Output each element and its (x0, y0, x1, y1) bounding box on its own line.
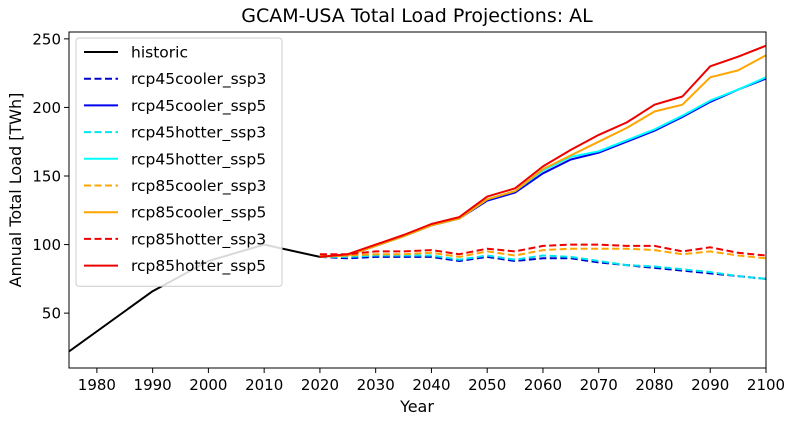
series-line-rcp85hotter_ssp5 (319, 44, 766, 258)
legend-label-rcp45hotter_ssp3: rcp45hotter_ssp3 (131, 124, 266, 143)
y-tick-label: 50 (42, 305, 61, 323)
legend-label-rcp45cooler_ssp5: rcp45cooler_ssp5 (131, 97, 266, 116)
y-axis-title: Annual Total Load [TWh] (6, 93, 25, 288)
x-tick-label: 2070 (580, 376, 618, 394)
legend-label-rcp85cooler_ssp3: rcp85cooler_ssp3 (131, 177, 266, 196)
series-line-rcp85cooler_ssp5 (319, 54, 766, 258)
chart-title: GCAM-USA Total Load Projections: AL (241, 5, 593, 27)
plot-lines (69, 44, 766, 353)
x-tick-label: 2020 (301, 376, 339, 394)
legend-label-rcp45cooler_ssp3: rcp45cooler_ssp3 (131, 70, 266, 89)
series-line-rcp45cooler_ssp5 (319, 77, 766, 258)
y-tick-label: 100 (32, 236, 61, 254)
y-tick-label: 150 (32, 168, 61, 186)
legend: historic rcp45cooler_ssp3 rcp45cooler_ssp5… (75, 37, 283, 287)
x-tick-label: 2080 (635, 376, 673, 394)
legend-label-rcp85hotter_ssp3: rcp85hotter_ssp3 (131, 230, 266, 249)
x-tick-label: 2010 (245, 376, 283, 394)
x-axis: 1980 1990 2000 2010 2020 2030 2040 2050 2060 2070… (78, 368, 785, 394)
x-tick-label: 2050 (468, 376, 506, 394)
x-tick-label: 2090 (691, 376, 729, 394)
legend-label-rcp85hotter_ssp5: rcp85hotter_ssp5 (131, 257, 266, 276)
series-line-rcp85cooler_ssp3 (319, 247, 766, 260)
legend-label-historic: historic (131, 44, 188, 62)
series-line-rcp45hotter_ssp3 (319, 254, 766, 280)
legend-box (75, 37, 283, 287)
plot-frame (68, 31, 767, 369)
y-axis: 50 100 150 200 250 (32, 30, 69, 323)
x-tick-label: 2100 (747, 376, 785, 394)
x-tick-label: 2040 (412, 376, 450, 394)
x-tick-label: 2030 (357, 376, 395, 394)
y-tick-label: 200 (32, 99, 61, 117)
y-tick-label: 250 (32, 30, 61, 48)
x-tick-label: 1990 (134, 376, 172, 394)
legend-label-rcp45hotter_ssp5: rcp45hotter_ssp5 (131, 150, 266, 169)
legend-label-rcp85cooler_ssp5: rcp85cooler_ssp5 (131, 204, 266, 223)
series-line-rcp45cooler_ssp3 (319, 255, 766, 280)
x-tick-label: 2000 (189, 376, 227, 394)
x-tick-label: 1980 (78, 376, 116, 394)
x-tick-label: 2060 (524, 376, 562, 394)
x-axis-title: Year (399, 397, 434, 416)
series-line-rcp85hotter_ssp3 (319, 243, 766, 257)
